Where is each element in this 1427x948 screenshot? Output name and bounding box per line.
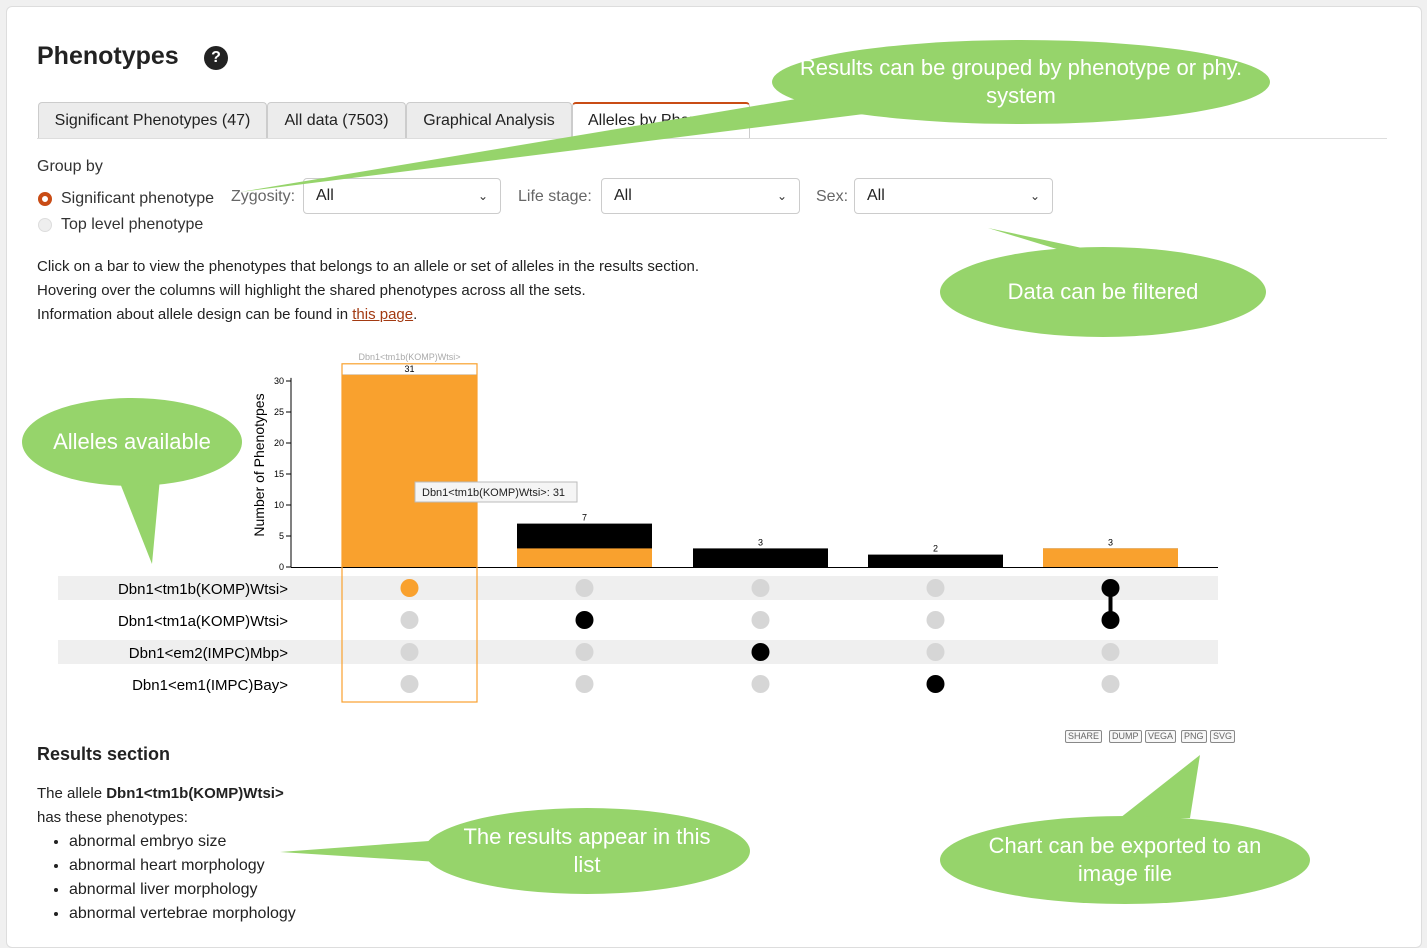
results-list: abnormal embryo size abnormal heart morp… bbox=[37, 830, 296, 926]
callout-export: Chart can be exported to an image file bbox=[940, 816, 1310, 904]
tab-significant-phenotypes[interactable]: Significant Phenotypes (47) bbox=[38, 102, 267, 139]
matrix-dot bbox=[751, 611, 770, 629]
results-intro: The allele Dbn1<tm1b(KOMP)Wtsi> bbox=[37, 785, 284, 802]
results-intro-suffix: has these phenotypes: bbox=[37, 809, 188, 826]
radio-top-level-phenotype-label[interactable]: Top level phenotype bbox=[61, 216, 204, 233]
matrix-dot bbox=[575, 579, 594, 597]
chevron-down-icon: ⌄ bbox=[477, 189, 488, 203]
matrix-dot bbox=[751, 579, 770, 597]
set-label: Dbn1<tm1b(KOMP)Wtsi> bbox=[118, 581, 288, 598]
page-title: Phenotypes bbox=[37, 42, 179, 70]
instruction-line-2: Hovering over the columns will highlight… bbox=[37, 282, 586, 299]
bar-total bbox=[868, 554, 1003, 567]
radio-top-level-phenotype[interactable] bbox=[38, 218, 52, 232]
matrix-dot bbox=[575, 643, 594, 661]
vega-button[interactable]: VEGA bbox=[1145, 730, 1177, 743]
help-icon[interactable]: ? bbox=[204, 46, 228, 70]
y-tick-label: 0 bbox=[279, 562, 284, 572]
matrix-dot bbox=[926, 579, 945, 597]
group-by-label: Group by bbox=[37, 158, 103, 175]
sex-select[interactable]: All ⌄ bbox=[854, 178, 1053, 214]
instruction-line-3: Information about allele design can be f… bbox=[37, 306, 417, 323]
matrix-dot-active bbox=[926, 675, 945, 693]
matrix-dot-active bbox=[1101, 611, 1120, 629]
matrix-dot bbox=[926, 611, 945, 629]
list-item: abnormal vertebrae morphology bbox=[69, 902, 296, 926]
bar-value-label: 3 bbox=[1108, 537, 1113, 547]
matrix-dot-active bbox=[1101, 579, 1120, 597]
dump-button[interactable]: DUMP bbox=[1109, 730, 1142, 743]
callout-grouped: Results can be grouped by phenotype or p… bbox=[772, 40, 1270, 124]
set-label: Dbn1<tm1a(KOMP)Wtsi> bbox=[118, 613, 288, 630]
bar-value-label: 7 bbox=[582, 513, 587, 523]
results-allele: Dbn1<tm1b(KOMP)Wtsi> bbox=[106, 785, 284, 802]
instruction-line-1: Click on a bar to view the phenotypes th… bbox=[37, 258, 700, 275]
y-tick-label: 20 bbox=[274, 438, 284, 448]
matrix-dot bbox=[1101, 643, 1120, 661]
list-item: abnormal embryo size bbox=[69, 830, 296, 854]
sex-label: Sex: bbox=[816, 188, 849, 205]
callout-alleles: Alleles available bbox=[22, 398, 242, 486]
bar-value-label: 31 bbox=[404, 364, 414, 374]
bar-highlight bbox=[517, 548, 652, 567]
matrix-row-stripe bbox=[58, 640, 1218, 664]
instruction-line-3-prefix: Information about allele design can be f… bbox=[37, 306, 353, 323]
list-item: abnormal heart morphology bbox=[69, 854, 296, 878]
bar-value-label: 2 bbox=[933, 544, 938, 554]
y-tick-label: 25 bbox=[274, 407, 284, 417]
matrix-dot bbox=[575, 675, 594, 693]
share-button[interactable]: SHARE bbox=[1065, 730, 1103, 743]
instruction-line-3-suffix: . bbox=[413, 306, 418, 323]
matrix-dot bbox=[926, 643, 945, 661]
callout-filtered: Data can be filtered bbox=[940, 247, 1266, 337]
results-intro-prefix: The allele bbox=[37, 785, 107, 802]
matrix-dot bbox=[400, 611, 419, 629]
life-stage-label: Life stage: bbox=[518, 188, 592, 205]
matrix-dot bbox=[400, 643, 419, 661]
chevron-down-icon: ⌄ bbox=[1029, 189, 1040, 203]
tooltip-box bbox=[414, 481, 578, 503]
upset-chart: 0 5 10 15 20 25 30 Number of Phenotypes 31 7 3 2 3 Db… bbox=[58, 352, 1218, 703]
results-title: Results section bbox=[37, 744, 171, 764]
y-tick-label: 30 bbox=[274, 376, 284, 386]
list-item: abnormal liver morphology bbox=[69, 878, 296, 902]
selected-column-outline bbox=[341, 363, 478, 703]
zygosity-label: Zygosity: bbox=[231, 188, 296, 205]
matrix-dot bbox=[400, 675, 419, 693]
bar-highlight bbox=[342, 374, 477, 567]
bar-value-label: 3 bbox=[758, 537, 763, 547]
matrix-dot-active bbox=[400, 579, 419, 597]
chevron-down-icon: ⌄ bbox=[776, 189, 787, 203]
matrix-row-stripe bbox=[58, 576, 1218, 600]
y-tick-label: 5 bbox=[279, 531, 284, 541]
matrix-dot-active bbox=[575, 611, 594, 629]
bar-total bbox=[693, 548, 828, 567]
allele-design-link[interactable]: this page bbox=[352, 306, 414, 323]
callout-results: The results appear in this list bbox=[424, 808, 750, 894]
svg-button[interactable]: SVG bbox=[1210, 730, 1236, 743]
matrix-dot-active bbox=[751, 643, 770, 661]
selected-column-label: Dbn1<tm1b(KOMP)Wtsi> bbox=[358, 352, 460, 362]
radio-significant-phenotype-label[interactable]: Significant phenotype bbox=[61, 190, 214, 207]
matrix-dot bbox=[751, 675, 770, 693]
matrix-dot bbox=[1101, 675, 1120, 693]
y-tick-label: 10 bbox=[274, 500, 284, 510]
set-label: Dbn1<em2(IMPC)Mbp> bbox=[129, 645, 288, 662]
y-tick-label: 15 bbox=[274, 469, 284, 479]
bar-highlight bbox=[1043, 548, 1178, 567]
radio-significant-phenotype[interactable] bbox=[38, 192, 52, 206]
set-label: Dbn1<em1(IMPC)Bay> bbox=[132, 677, 288, 694]
tooltip-text: Dbn1<tm1b(KOMP)Wtsi>: 31 bbox=[422, 487, 565, 499]
y-axis-title: Number of Phenotypes bbox=[251, 393, 267, 536]
png-button[interactable]: PNG bbox=[1181, 730, 1207, 743]
